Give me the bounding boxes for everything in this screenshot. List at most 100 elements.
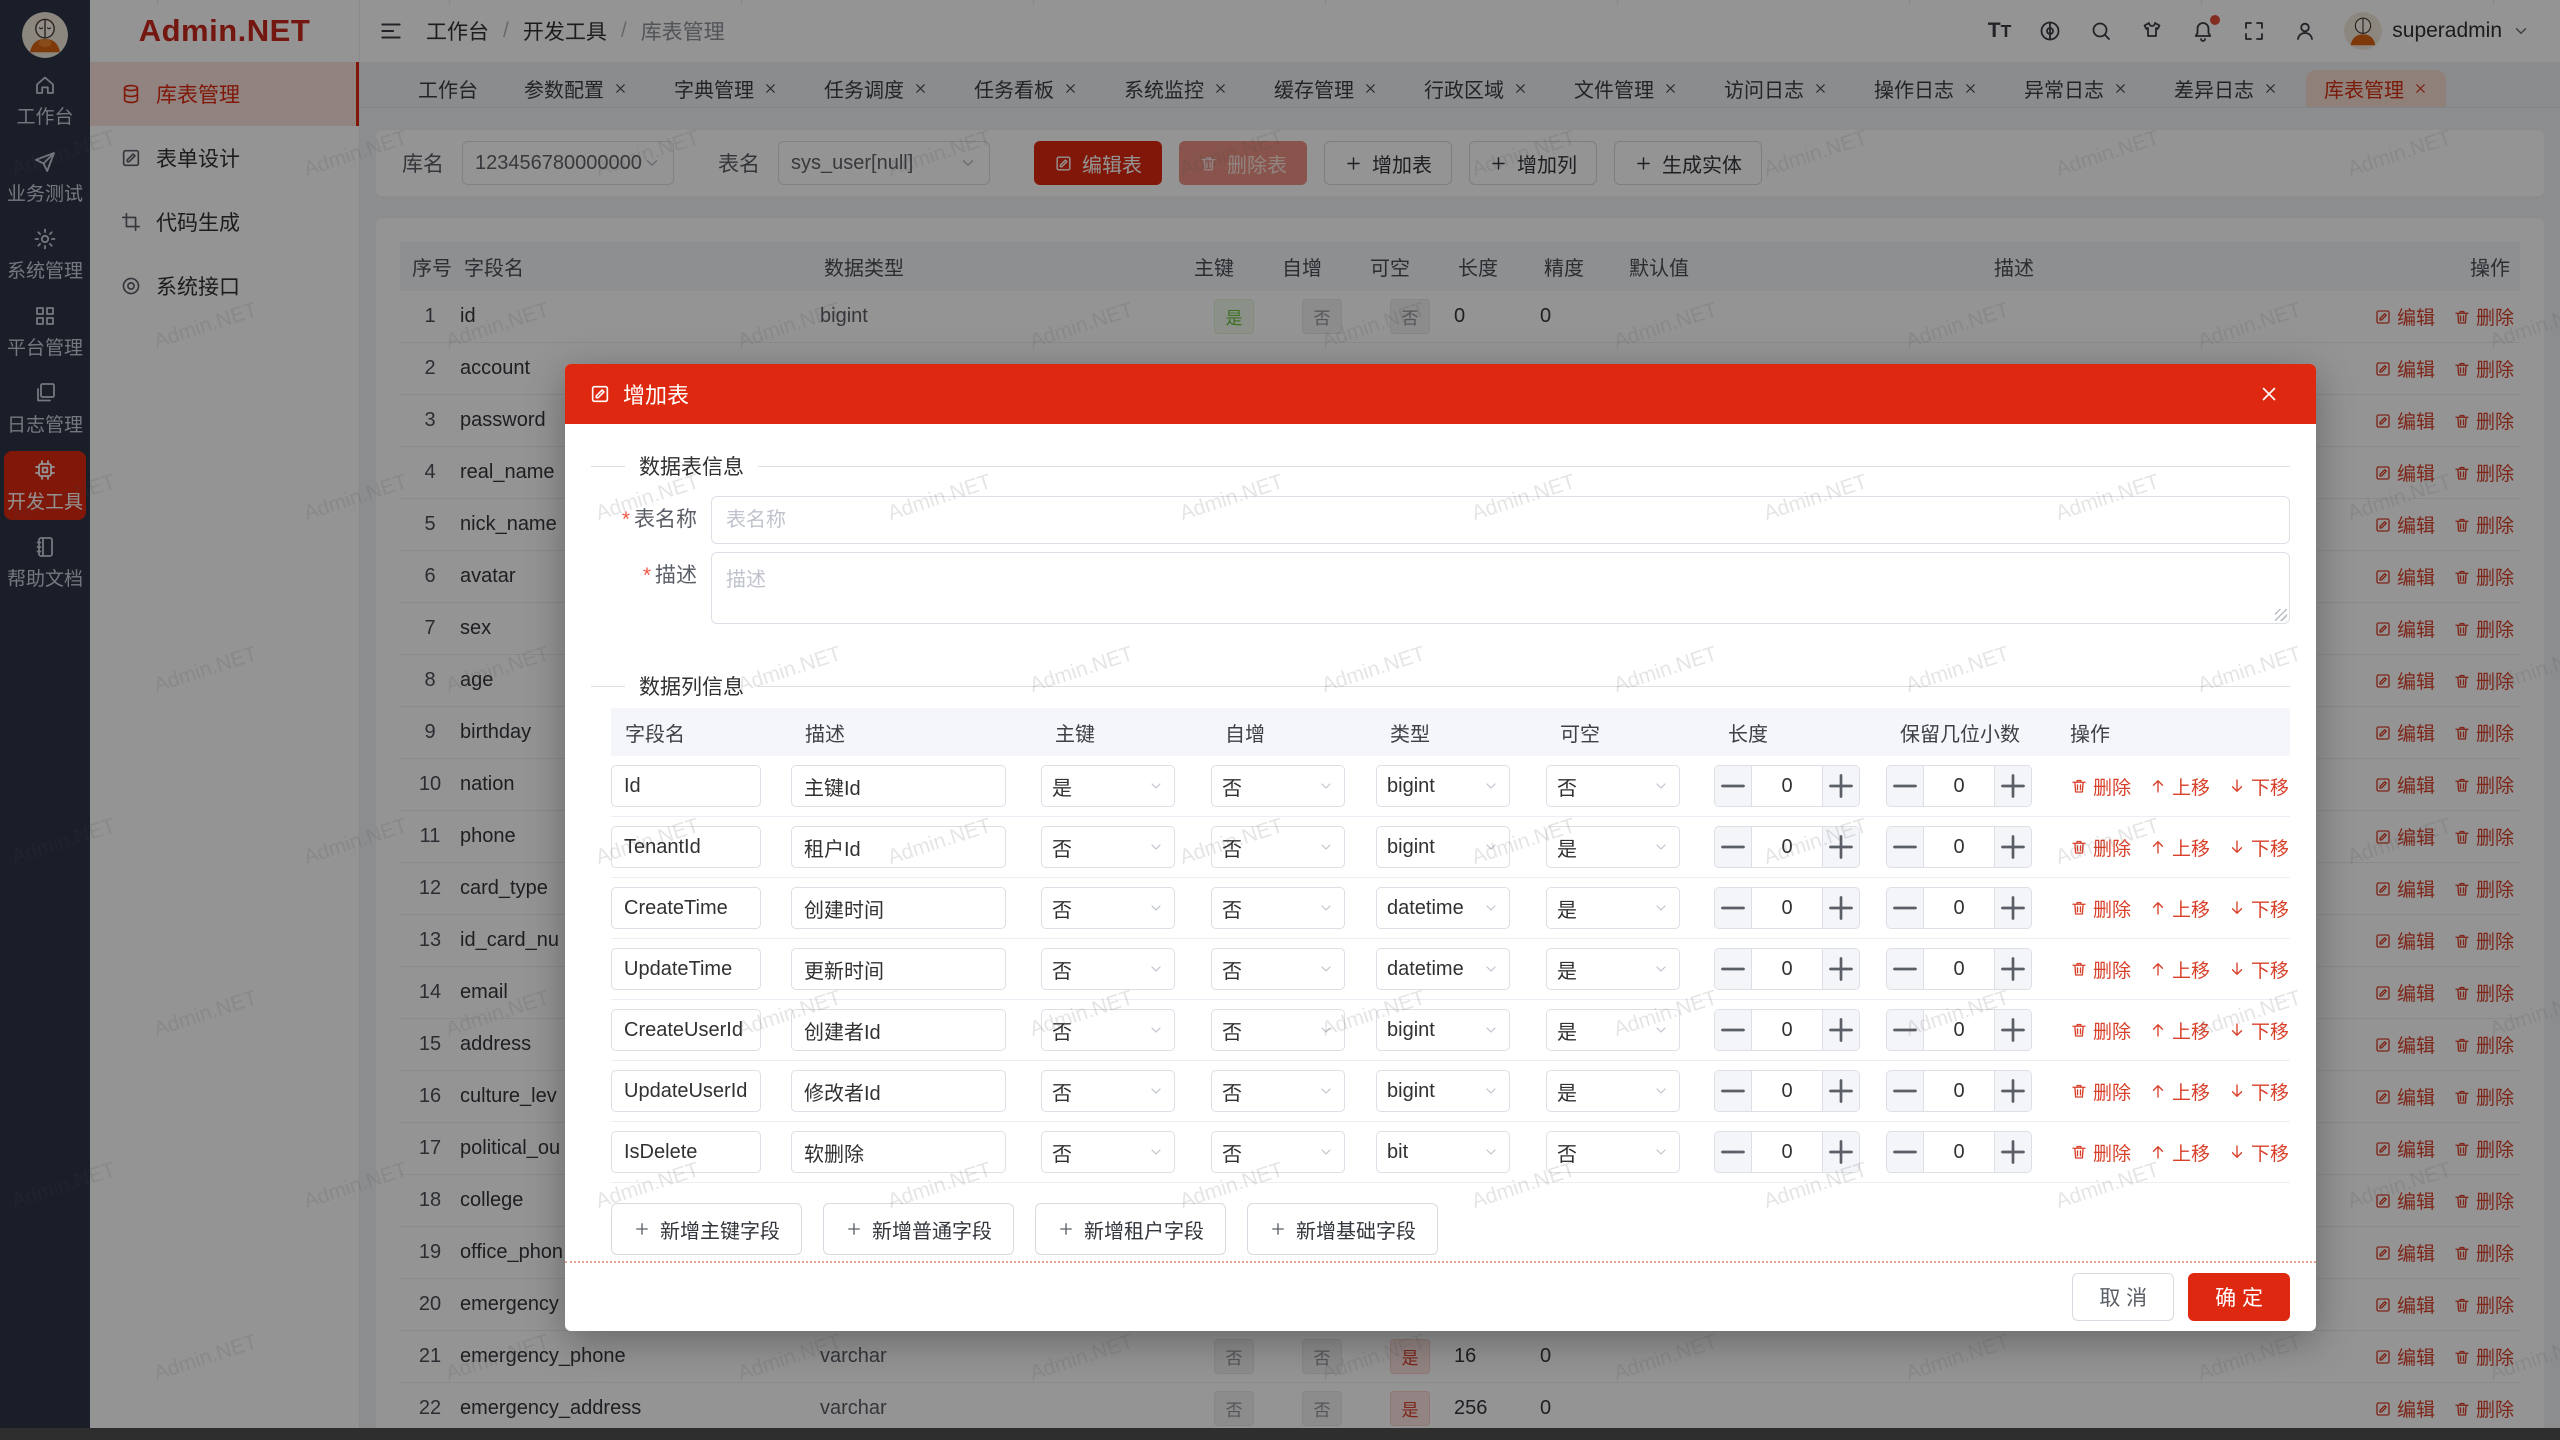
table-name-input[interactable] (711, 496, 2290, 544)
edit-row-button[interactable]: 编辑 (2374, 1291, 2435, 1318)
stepper-value[interactable]: 0 (1751, 1071, 1823, 1111)
tab-8[interactable]: 文件管理 (1556, 70, 1696, 107)
increase-button[interactable] (1823, 766, 1859, 806)
rail-item-6[interactable]: 帮助文档 (4, 528, 86, 597)
tab-2[interactable]: 字典管理 (656, 70, 796, 107)
decrease-button[interactable] (1887, 949, 1923, 989)
tab-3[interactable]: 任务调度 (806, 70, 946, 107)
decrease-button[interactable] (1715, 827, 1751, 867)
close-icon[interactable] (2413, 81, 2428, 96)
stepper-value[interactable]: 0 (1751, 827, 1823, 867)
close-icon[interactable] (1213, 81, 1228, 96)
delete-row-button[interactable]: 删除 (2453, 303, 2514, 330)
toolbar-button-3[interactable]: 增加列 (1469, 141, 1597, 185)
table-desc-textarea[interactable] (711, 552, 2290, 624)
increase-button[interactable] (1823, 1010, 1859, 1050)
stepper-value[interactable]: 0 (1923, 1071, 1995, 1111)
increase-button[interactable] (1823, 1132, 1859, 1172)
edit-row-button[interactable]: 编辑 (2374, 563, 2435, 590)
delete-row-button[interactable]: 删除 (2453, 1135, 2514, 1162)
data-type-select[interactable]: bigint (1376, 765, 1510, 807)
move-up-button[interactable]: 上移 (2149, 956, 2210, 983)
data-type-select[interactable]: bigint (1376, 826, 1510, 868)
delete-row-button[interactable]: 删除 (2453, 355, 2514, 382)
field-name-input[interactable] (611, 765, 761, 807)
edit-row-button[interactable]: 编辑 (2374, 823, 2435, 850)
delete-row-button[interactable]: 删除 (2453, 511, 2514, 538)
move-down-button[interactable]: 下移 (2228, 1017, 2289, 1044)
theme-icon[interactable] (2140, 19, 2164, 43)
stepper-value[interactable]: 0 (1923, 1010, 1995, 1050)
field-desc-input[interactable] (791, 826, 1006, 868)
edit-row-button[interactable]: 编辑 (2374, 407, 2435, 434)
decrease-button[interactable] (1887, 827, 1923, 867)
delete-row-button[interactable]: 删除 (2453, 667, 2514, 694)
add-field-button-1[interactable]: 新增普通字段 (823, 1203, 1014, 1255)
edit-row-button[interactable]: 编辑 (2374, 1187, 2435, 1214)
rail-item-2[interactable]: 系统管理 (4, 220, 86, 289)
edit-row-button[interactable]: 编辑 (2374, 667, 2435, 694)
delete-row-button[interactable]: 删除 (2453, 407, 2514, 434)
decrease-button[interactable] (1887, 1071, 1923, 1111)
tab-7[interactable]: 行政区域 (1406, 70, 1546, 107)
close-icon[interactable] (2113, 81, 2128, 96)
delete-row-button[interactable]: 删除 (2453, 875, 2514, 902)
nullable-select[interactable]: 是 (1546, 1009, 1680, 1051)
delete-row-button[interactable]: 删除 (2453, 823, 2514, 850)
nullable-select[interactable]: 是 (1546, 826, 1680, 868)
stepper-value[interactable]: 0 (1923, 766, 1995, 806)
decrease-button[interactable] (1887, 888, 1923, 928)
field-desc-input[interactable] (791, 1070, 1006, 1112)
decrease-button[interactable] (1715, 1132, 1751, 1172)
edit-row-button[interactable]: 编辑 (2374, 303, 2435, 330)
primary-key-select[interactable]: 否 (1041, 1131, 1175, 1173)
collapse-menu-icon[interactable] (378, 18, 404, 44)
move-down-button[interactable]: 下移 (2228, 1139, 2289, 1166)
edit-row-button[interactable]: 编辑 (2374, 719, 2435, 746)
decrease-button[interactable] (1715, 1010, 1751, 1050)
delete-field-button[interactable]: 删除 (2070, 956, 2131, 983)
rail-item-0[interactable]: 工作台 (4, 66, 86, 135)
search-icon[interactable] (2089, 19, 2113, 43)
stepper-value[interactable]: 0 (1751, 766, 1823, 806)
tab-6[interactable]: 缓存管理 (1256, 70, 1396, 107)
tab-4[interactable]: 任务看板 (956, 70, 1096, 107)
delete-row-button[interactable]: 删除 (2453, 927, 2514, 954)
close-icon[interactable] (763, 81, 778, 96)
move-up-button[interactable]: 上移 (2149, 895, 2210, 922)
delete-row-button[interactable]: 删除 (2453, 1343, 2514, 1370)
nullable-select[interactable]: 否 (1546, 765, 1680, 807)
primary-key-select[interactable]: 否 (1041, 1070, 1175, 1112)
close-icon[interactable] (1063, 81, 1078, 96)
field-name-input[interactable] (611, 1070, 761, 1112)
edit-row-button[interactable]: 编辑 (2374, 1395, 2435, 1422)
delete-row-button[interactable]: 删除 (2453, 771, 2514, 798)
decrease-button[interactable] (1887, 1010, 1923, 1050)
resize-grip[interactable] (2275, 609, 2287, 621)
increase-button[interactable] (1995, 1071, 2031, 1111)
auto-increment-select[interactable]: 否 (1211, 1009, 1345, 1051)
delete-row-button[interactable]: 删除 (2453, 1239, 2514, 1266)
edit-row-button[interactable]: 编辑 (2374, 615, 2435, 642)
primary-key-select[interactable]: 是 (1041, 765, 1175, 807)
decrease-button[interactable] (1887, 766, 1923, 806)
rail-item-3[interactable]: 平台管理 (4, 297, 86, 366)
increase-button[interactable] (1823, 827, 1859, 867)
stepper-value[interactable]: 0 (1923, 949, 1995, 989)
edit-row-button[interactable]: 编辑 (2374, 771, 2435, 798)
tab-11[interactable]: 异常日志 (2006, 70, 2146, 107)
field-desc-input[interactable] (791, 765, 1006, 807)
tab-12[interactable]: 差异日志 (2156, 70, 2296, 107)
move-up-button[interactable]: 上移 (2149, 1139, 2210, 1166)
decrease-button[interactable] (1715, 888, 1751, 928)
edit-row-button[interactable]: 编辑 (2374, 355, 2435, 382)
font-size-icon[interactable]: TT (1987, 19, 2012, 42)
tab-10[interactable]: 操作日志 (1856, 70, 1996, 107)
toolbar-button-4[interactable]: 生成实体 (1614, 141, 1762, 185)
increase-button[interactable] (1995, 1132, 2031, 1172)
decrease-button[interactable] (1715, 949, 1751, 989)
move-down-button[interactable]: 下移 (2228, 1078, 2289, 1105)
submenu-item-2[interactable]: 代码生成 (90, 190, 359, 254)
close-icon[interactable] (613, 81, 628, 96)
decrease-button[interactable] (1715, 766, 1751, 806)
